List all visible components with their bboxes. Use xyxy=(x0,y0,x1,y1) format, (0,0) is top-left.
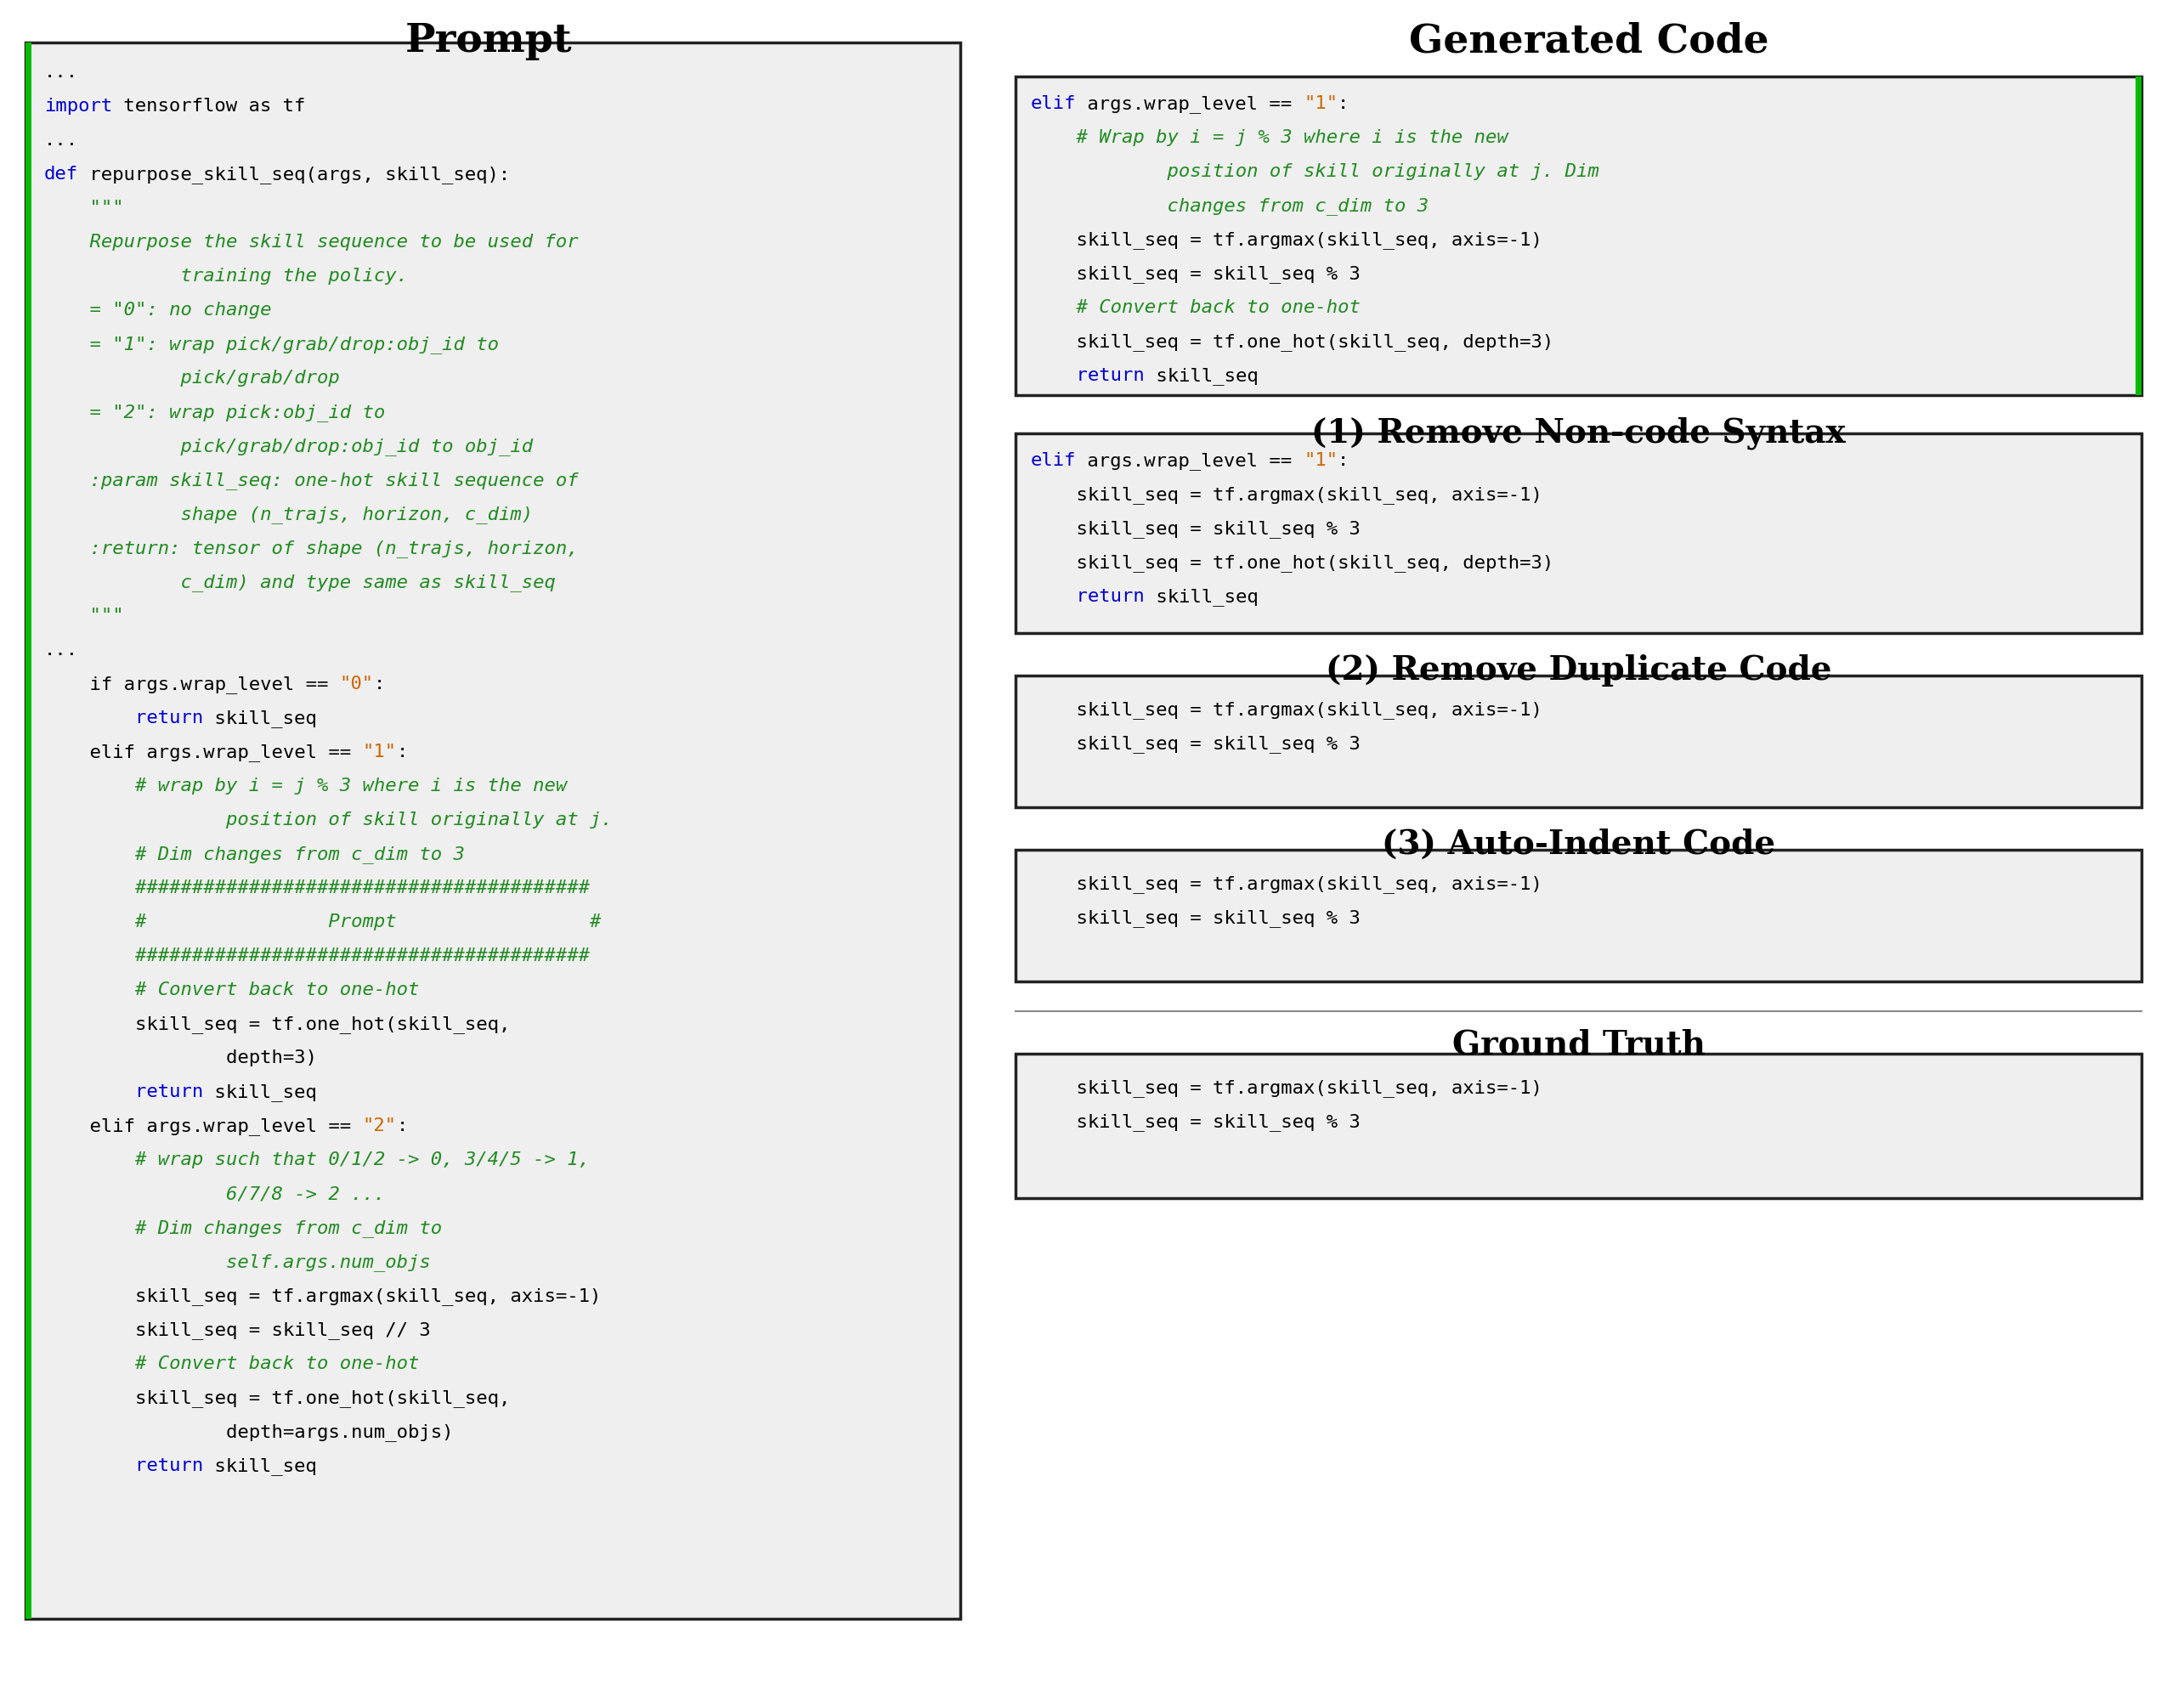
Text: skill_seq = skill_seq % 3: skill_seq = skill_seq % 3 xyxy=(1031,1114,1361,1131)
Text: # Wrap by i = j % 3 where i is the new: # Wrap by i = j % 3 where i is the new xyxy=(1031,130,1508,147)
FancyBboxPatch shape xyxy=(1016,77,2141,395)
Text: args.wrap_level ==: args.wrap_level == xyxy=(1077,96,1305,113)
Text: skill_seq = skill_seq % 3: skill_seq = skill_seq % 3 xyxy=(1031,909,1361,927)
Text: skill_seq = tf.argmax(skill_seq, axis=-1): skill_seq = tf.argmax(skill_seq, axis=-1… xyxy=(1031,487,1543,504)
Text: skill_seq = skill_seq // 3: skill_seq = skill_seq // 3 xyxy=(43,1322,431,1339)
Text: depth=args.num_objs): depth=args.num_objs) xyxy=(43,1423,453,1442)
Text: repurpose_skill_seq(args, skill_seq):: repurpose_skill_seq(args, skill_seq): xyxy=(78,166,509,183)
Text: depth=3): depth=3) xyxy=(43,1049,316,1066)
Text: skill_seq = skill_seq % 3: skill_seq = skill_seq % 3 xyxy=(1031,519,1361,538)
Text: elif args.wrap_level ==: elif args.wrap_level == xyxy=(43,1117,362,1136)
Text: skill_seq = tf.one_hot(skill_seq,: skill_seq = tf.one_hot(skill_seq, xyxy=(43,1016,509,1033)
Text: elif: elif xyxy=(1031,96,1077,113)
Text: :param skill_seq: one-hot skill sequence of: :param skill_seq: one-hot skill sequence… xyxy=(43,471,579,490)
Text: if args.wrap_level ==: if args.wrap_level == xyxy=(43,676,340,693)
Text: #                Prompt                 #: # Prompt # xyxy=(43,914,600,931)
Text: # Convert back to one-hot: # Convert back to one-hot xyxy=(1031,299,1361,316)
Text: :: : xyxy=(397,743,407,760)
Text: training the policy.: training the policy. xyxy=(43,268,407,285)
FancyBboxPatch shape xyxy=(1016,434,2141,634)
Text: = "1": wrap pick/grab/drop:obj_id to: = "1": wrap pick/grab/drop:obj_id to xyxy=(43,336,498,354)
FancyBboxPatch shape xyxy=(1016,851,2141,982)
Text: import: import xyxy=(43,97,113,114)
Text: (2) Remove Duplicate Code: (2) Remove Duplicate Code xyxy=(1326,654,1831,687)
Text: position of skill originally at j. Dim: position of skill originally at j. Dim xyxy=(1031,164,1599,179)
Text: "1": "1" xyxy=(362,743,397,760)
Text: :return: tensor of shape (n_trajs, horizon,: :return: tensor of shape (n_trajs, horiz… xyxy=(43,540,579,557)
Text: Ground Truth: Ground Truth xyxy=(1452,1028,1705,1061)
Text: return: return xyxy=(1031,367,1144,384)
Text: return: return xyxy=(43,709,204,726)
Text: """: """ xyxy=(43,608,124,625)
Text: "2": "2" xyxy=(362,1117,397,1134)
Text: = "0": no change: = "0": no change xyxy=(43,302,271,319)
Text: skill_seq: skill_seq xyxy=(204,709,316,728)
Text: def: def xyxy=(43,166,78,183)
Text: pick/grab/drop:obj_id to obj_id: pick/grab/drop:obj_id to obj_id xyxy=(43,437,533,456)
Text: skill_seq: skill_seq xyxy=(1144,588,1259,606)
FancyBboxPatch shape xyxy=(26,43,33,1619)
Text: skill_seq = tf.argmax(skill_seq, axis=-1): skill_seq = tf.argmax(skill_seq, axis=-1… xyxy=(1031,1079,1543,1097)
Text: return: return xyxy=(43,1083,204,1100)
Text: skill_seq = tf.one_hot(skill_seq,: skill_seq = tf.one_hot(skill_seq, xyxy=(43,1389,509,1407)
Text: skill_seq = skill_seq % 3: skill_seq = skill_seq % 3 xyxy=(1031,265,1361,284)
Text: :: : xyxy=(1337,453,1350,470)
Text: :: : xyxy=(1337,96,1350,113)
Text: # wrap by i = j % 3 where i is the new: # wrap by i = j % 3 where i is the new xyxy=(43,777,568,794)
Text: # Dim changes from c_dim to: # Dim changes from c_dim to xyxy=(43,1220,442,1237)
Text: shape (n_trajs, horizon, c_dim): shape (n_trajs, horizon, c_dim) xyxy=(43,506,533,523)
Text: :: : xyxy=(373,676,386,692)
FancyBboxPatch shape xyxy=(1016,676,2141,808)
Text: Generated Code: Generated Code xyxy=(1409,20,1768,60)
Text: changes from c_dim to 3: changes from c_dim to 3 xyxy=(1031,196,1428,215)
Text: return: return xyxy=(43,1457,204,1474)
FancyBboxPatch shape xyxy=(26,43,960,1619)
Text: elif args.wrap_level ==: elif args.wrap_level == xyxy=(43,743,362,762)
Text: return: return xyxy=(1031,588,1144,605)
Text: pick/grab/drop: pick/grab/drop xyxy=(43,369,340,386)
Text: skill_seq = tf.argmax(skill_seq, axis=-1): skill_seq = tf.argmax(skill_seq, axis=-1… xyxy=(43,1288,600,1305)
Text: skill_seq = skill_seq % 3: skill_seq = skill_seq % 3 xyxy=(1031,734,1361,753)
Text: = "2": wrap pick:obj_id to: = "2": wrap pick:obj_id to xyxy=(43,403,386,422)
Text: Repurpose the skill sequence to be used for: Repurpose the skill sequence to be used … xyxy=(43,234,579,251)
Text: self.args.num_objs: self.args.num_objs xyxy=(43,1254,431,1271)
Text: skill_seq: skill_seq xyxy=(204,1457,316,1476)
Text: skill_seq: skill_seq xyxy=(204,1083,316,1102)
FancyBboxPatch shape xyxy=(1016,1054,2141,1197)
Text: 6/7/8 -> 2 ...: 6/7/8 -> 2 ... xyxy=(43,1185,386,1202)
Text: elif: elif xyxy=(1031,453,1077,470)
FancyBboxPatch shape xyxy=(2134,77,2141,395)
Text: skill_seq = tf.one_hot(skill_seq, depth=3): skill_seq = tf.one_hot(skill_seq, depth=… xyxy=(1031,333,1554,350)
Text: "1": "1" xyxy=(1305,96,1337,113)
Text: ...: ... xyxy=(43,132,78,149)
Text: skill_seq = tf.argmax(skill_seq, axis=-1): skill_seq = tf.argmax(skill_seq, axis=-1… xyxy=(1031,874,1543,893)
Text: tensorflow as tf: tensorflow as tf xyxy=(113,97,306,114)
Text: c_dim) and type same as skill_seq: c_dim) and type same as skill_seq xyxy=(43,574,555,591)
Text: position of skill originally at j.: position of skill originally at j. xyxy=(43,811,613,828)
Text: "0": "0" xyxy=(340,676,373,692)
Text: skill_seq = tf.argmax(skill_seq, axis=-1): skill_seq = tf.argmax(skill_seq, axis=-1… xyxy=(1031,700,1543,719)
Text: (3) Auto-Indent Code: (3) Auto-Indent Code xyxy=(1383,828,1775,861)
Text: # Dim changes from c_dim to 3: # Dim changes from c_dim to 3 xyxy=(43,845,464,863)
Text: args.wrap_level ==: args.wrap_level == xyxy=(1077,453,1305,470)
Text: ########################################: ######################################## xyxy=(43,880,589,897)
Text: skill_seq = tf.argmax(skill_seq, axis=-1): skill_seq = tf.argmax(skill_seq, axis=-1… xyxy=(1031,231,1543,249)
Text: skill_seq = tf.one_hot(skill_seq, depth=3): skill_seq = tf.one_hot(skill_seq, depth=… xyxy=(1031,553,1554,572)
Text: ...: ... xyxy=(43,63,78,80)
Text: (1) Remove Non-code Syntax: (1) Remove Non-code Syntax xyxy=(1311,417,1846,449)
Text: "1": "1" xyxy=(1305,453,1337,470)
Text: skill_seq: skill_seq xyxy=(1144,367,1259,384)
Text: ########################################: ######################################## xyxy=(43,948,589,965)
Text: """: """ xyxy=(43,200,124,217)
Text: :: : xyxy=(397,1117,407,1134)
Text: ...: ... xyxy=(43,642,78,659)
Text: # Convert back to one-hot: # Convert back to one-hot xyxy=(43,1356,418,1372)
Text: # Convert back to one-hot: # Convert back to one-hot xyxy=(43,982,418,999)
Text: Prompt: Prompt xyxy=(405,20,572,60)
Text: # wrap such that 0/1/2 -> 0, 3/4/5 -> 1,: # wrap such that 0/1/2 -> 0, 3/4/5 -> 1, xyxy=(43,1151,589,1168)
